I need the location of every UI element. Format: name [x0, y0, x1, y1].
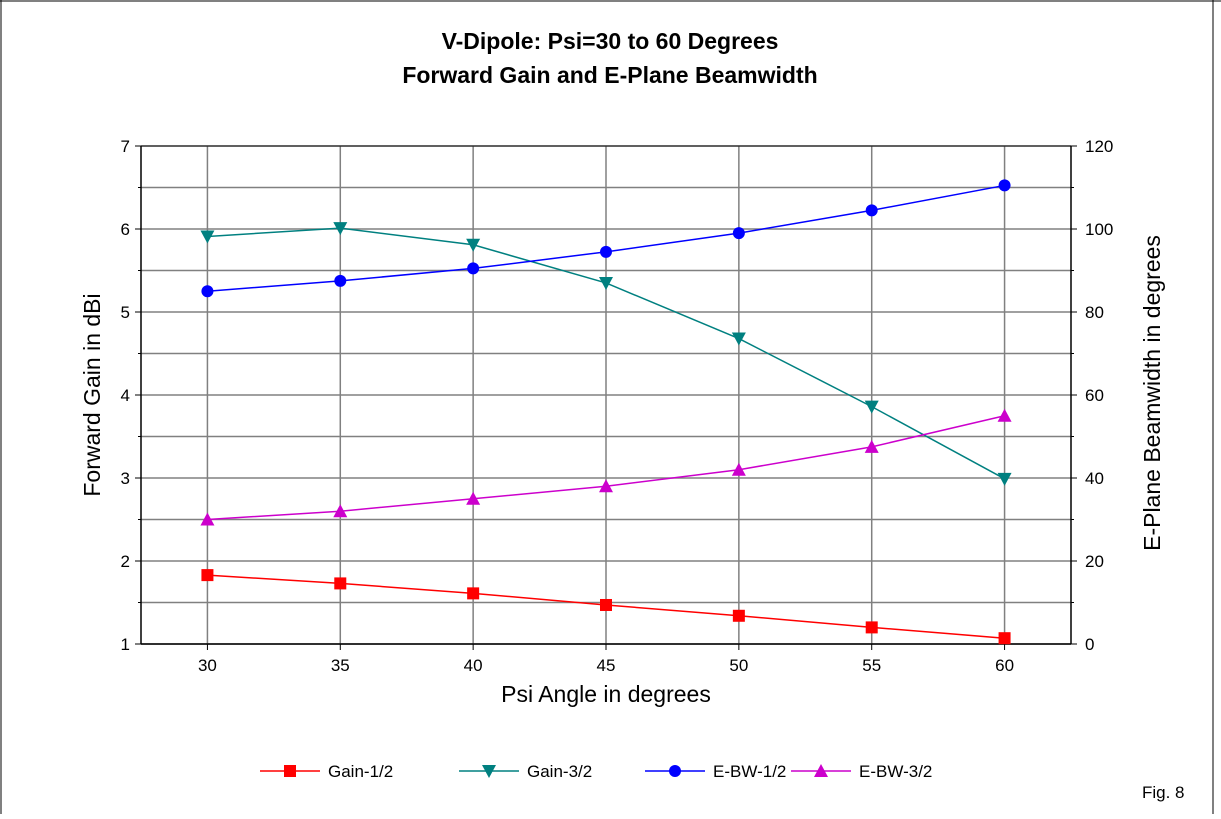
y2-tick-label: 120	[1085, 137, 1113, 156]
data-point	[599, 479, 613, 493]
data-point	[333, 504, 348, 518]
legend-label: Gain-1/2	[328, 762, 393, 781]
legend-marker	[669, 765, 681, 777]
x-tick-label: 30	[198, 656, 217, 675]
x-axis-label: Psi Angle in degrees	[501, 681, 711, 707]
legend: Gain-1/2 Gain-3/2 E-BW-1/2 E-BW-3/2	[260, 762, 932, 781]
data-point	[997, 472, 1012, 486]
grid-lines	[141, 145, 1071, 645]
legend-item: E-BW-3/2	[791, 762, 932, 781]
data-point	[467, 587, 480, 600]
data-point	[864, 439, 879, 453]
legend-item: E-BW-1/2	[645, 762, 786, 781]
legend-item: Gain-3/2	[459, 762, 592, 781]
data-point	[201, 285, 214, 298]
data-point	[731, 332, 746, 346]
data-point	[997, 408, 1012, 422]
y2-tick-label: 40	[1085, 469, 1104, 488]
data-point	[864, 400, 879, 414]
data-point	[333, 222, 348, 236]
y-axis-label: Forward Gain in dBi	[79, 293, 105, 496]
y-tick-label: 7	[121, 137, 130, 156]
data-point	[998, 179, 1011, 192]
x-tick-label: 50	[729, 656, 748, 675]
legend-label: Gain-3/2	[527, 762, 592, 781]
y2-tick-label: 100	[1085, 220, 1113, 239]
y2-tick-label: 80	[1085, 303, 1104, 322]
axes	[135, 145, 1077, 650]
legend-label: E-BW-3/2	[859, 762, 932, 781]
x-tick-label: 35	[331, 656, 350, 675]
legend-marker	[284, 765, 296, 777]
data-point	[865, 204, 878, 217]
x-tick-label: 60	[995, 656, 1014, 675]
y2-tick-label: 60	[1085, 386, 1104, 405]
data-point	[865, 621, 878, 634]
y-tick-label: 1	[121, 635, 130, 654]
data-point	[466, 491, 481, 505]
y-tick-label: 4	[121, 386, 130, 405]
data-point	[201, 569, 214, 582]
y2-tick-label: 20	[1085, 552, 1104, 571]
data-point	[732, 227, 745, 240]
series-e-bw-1-2	[201, 179, 1011, 298]
data-point	[732, 609, 745, 622]
data-point	[200, 230, 215, 244]
data-point	[998, 632, 1011, 645]
series-lines	[200, 179, 1012, 645]
figure-number: Fig. 8	[1142, 783, 1185, 802]
legend-item: Gain-1/2	[260, 762, 393, 781]
chart-title: V-Dipole: Psi=30 to 60 Degrees	[442, 28, 779, 54]
x-tick-label: 40	[464, 656, 483, 675]
legend-marker	[482, 765, 496, 778]
legend-marker	[814, 764, 828, 777]
y2-axis-label: E-Plane Beamwidth in degrees	[1139, 235, 1165, 551]
series-gain-1-2	[201, 569, 1011, 645]
data-point	[334, 274, 347, 287]
data-point	[600, 598, 612, 611]
x-tick-label: 45	[597, 656, 616, 675]
y-tick-label: 3	[121, 469, 130, 488]
series-e-bw-3-2	[200, 408, 1012, 526]
data-point	[600, 245, 612, 258]
data-point	[467, 262, 480, 275]
y2-tick-label: 0	[1085, 635, 1094, 654]
data-point	[599, 276, 613, 290]
x-tick-label: 55	[862, 656, 881, 675]
data-point	[200, 512, 215, 526]
data-point	[334, 577, 347, 590]
chart-subtitle: Forward Gain and E-Plane Beamwidth	[402, 62, 817, 88]
y-tick-label: 6	[121, 220, 130, 239]
data-point	[466, 238, 481, 252]
legend-label: E-BW-1/2	[713, 762, 786, 781]
y-tick-label: 5	[121, 303, 130, 322]
data-point	[731, 462, 746, 476]
series-gain-3-2	[200, 222, 1012, 486]
y-tick-label: 2	[121, 552, 130, 571]
